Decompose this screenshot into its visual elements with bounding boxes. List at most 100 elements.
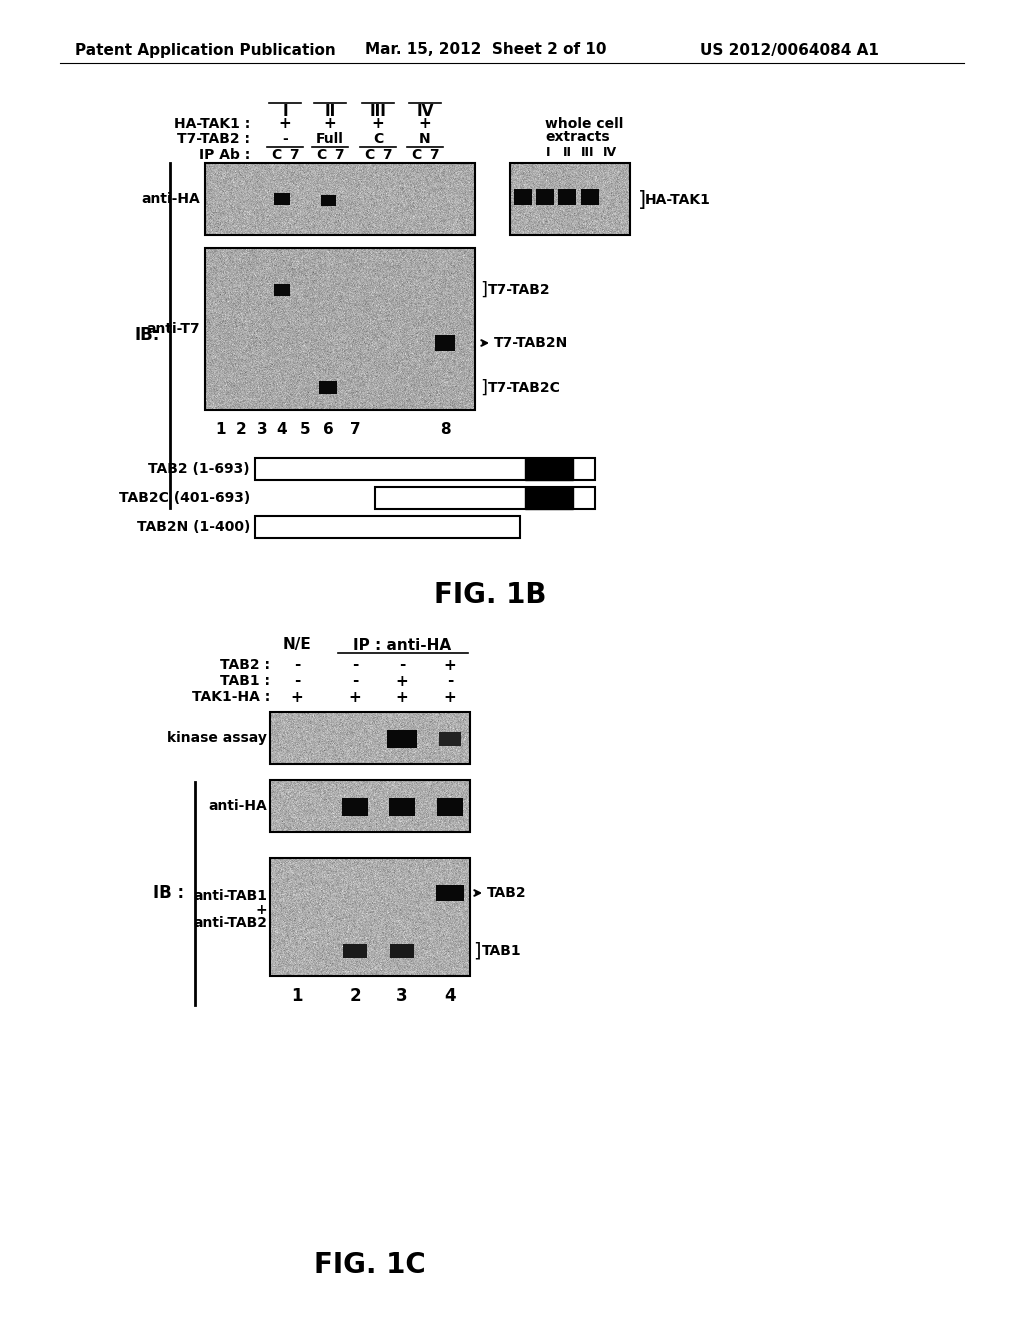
Bar [270, 711, 470, 764]
Text: whole cell: whole cell [545, 117, 624, 131]
Text: TAB1: TAB1 [482, 944, 521, 958]
Text: C: C [411, 148, 421, 162]
Bar [558, 189, 575, 205]
Text: 7: 7 [382, 148, 392, 162]
Text: I: I [283, 104, 288, 120]
Text: III: III [582, 145, 595, 158]
Text: US 2012/0064084 A1: US 2012/0064084 A1 [700, 42, 879, 58]
Bar [255, 458, 595, 480]
Text: T7-TAB2: T7-TAB2 [488, 282, 551, 297]
Text: T7-TAB2 :: T7-TAB2 : [177, 132, 250, 147]
Text: IB:: IB: [134, 326, 160, 345]
Text: 8: 8 [439, 422, 451, 437]
Text: 7: 7 [289, 148, 299, 162]
Bar [205, 162, 475, 235]
Text: TAB2C (401-693): TAB2C (401-693) [119, 491, 250, 506]
Bar [435, 335, 455, 351]
Bar [525, 458, 573, 480]
Text: Full: Full [316, 132, 344, 147]
Bar [514, 189, 532, 205]
Text: ]: ] [638, 190, 646, 210]
Bar [270, 780, 470, 832]
Bar [270, 858, 470, 975]
Text: N: N [419, 132, 431, 147]
Text: ]: ] [480, 379, 487, 397]
Text: III: III [370, 104, 386, 120]
Text: C: C [315, 148, 326, 162]
Bar [342, 799, 368, 816]
Text: +: + [324, 116, 336, 132]
Text: +: + [255, 903, 267, 917]
Text: 3: 3 [396, 987, 408, 1005]
Text: +: + [279, 116, 292, 132]
Text: 2: 2 [236, 422, 247, 437]
Text: +: + [395, 673, 409, 689]
Bar [343, 944, 367, 958]
Text: ]: ] [480, 281, 487, 300]
Text: FIG. 1B: FIG. 1B [434, 581, 546, 609]
Text: -: - [446, 673, 454, 689]
Text: C: C [373, 132, 383, 147]
Text: 5: 5 [300, 422, 310, 437]
Bar [536, 189, 554, 205]
Text: -: - [352, 657, 358, 672]
Text: N/E: N/E [283, 638, 311, 652]
Text: IP : anti-HA: IP : anti-HA [353, 638, 451, 652]
Text: TAB2: TAB2 [487, 886, 526, 900]
Text: +: + [443, 689, 457, 705]
Text: -: - [352, 673, 358, 689]
Text: HA-TAK1: HA-TAK1 [645, 193, 711, 207]
Text: 1: 1 [216, 422, 226, 437]
Text: +: + [348, 689, 361, 705]
Text: TAB2 (1-693): TAB2 (1-693) [148, 462, 250, 477]
Bar [390, 944, 414, 958]
Text: TAB2 :: TAB2 : [220, 657, 270, 672]
Text: TAB2N (1-400): TAB2N (1-400) [136, 520, 250, 535]
Text: anti-HA: anti-HA [141, 191, 200, 206]
Text: -: - [398, 657, 406, 672]
Text: 4: 4 [444, 987, 456, 1005]
Text: kinase assay: kinase assay [167, 731, 267, 744]
Bar [274, 193, 290, 205]
Text: 7: 7 [334, 148, 344, 162]
Text: 7: 7 [429, 148, 439, 162]
Bar [436, 884, 464, 902]
Text: IB :: IB : [153, 884, 184, 902]
Text: T7-TAB2C: T7-TAB2C [488, 381, 561, 395]
Text: TAK1-HA :: TAK1-HA : [191, 690, 270, 704]
Text: anti-TAB1: anti-TAB1 [193, 888, 267, 903]
Text: II: II [325, 104, 336, 120]
Text: FIG. 1C: FIG. 1C [314, 1251, 426, 1279]
Text: 3: 3 [257, 422, 267, 437]
Bar [437, 799, 463, 816]
Text: +: + [443, 657, 457, 672]
Text: 2: 2 [349, 987, 360, 1005]
Text: C: C [271, 148, 282, 162]
Text: +: + [372, 116, 384, 132]
Text: -: - [283, 132, 288, 147]
Text: -: - [294, 657, 300, 672]
Text: Patent Application Publication: Patent Application Publication [75, 42, 336, 58]
Bar [205, 248, 475, 411]
Text: HA-TAK1 :: HA-TAK1 : [174, 117, 250, 131]
Bar [439, 733, 461, 746]
Text: T7-TAB2N: T7-TAB2N [494, 337, 568, 350]
Text: extracts: extracts [545, 129, 609, 144]
Bar [581, 189, 599, 205]
Text: IV: IV [603, 145, 617, 158]
Bar [274, 284, 290, 296]
Text: +: + [395, 689, 409, 705]
Text: 4: 4 [276, 422, 288, 437]
Text: TAB1 :: TAB1 : [220, 675, 270, 688]
Text: 7: 7 [349, 422, 360, 437]
Text: IV: IV [417, 104, 434, 120]
Bar [319, 381, 337, 393]
Bar [525, 487, 573, 510]
Text: anti-HA: anti-HA [208, 799, 267, 813]
Bar [375, 487, 595, 510]
Text: 6: 6 [323, 422, 334, 437]
Text: II: II [562, 145, 571, 158]
Text: anti-T7: anti-T7 [146, 322, 200, 337]
Text: 1: 1 [291, 987, 303, 1005]
Bar [389, 799, 415, 816]
